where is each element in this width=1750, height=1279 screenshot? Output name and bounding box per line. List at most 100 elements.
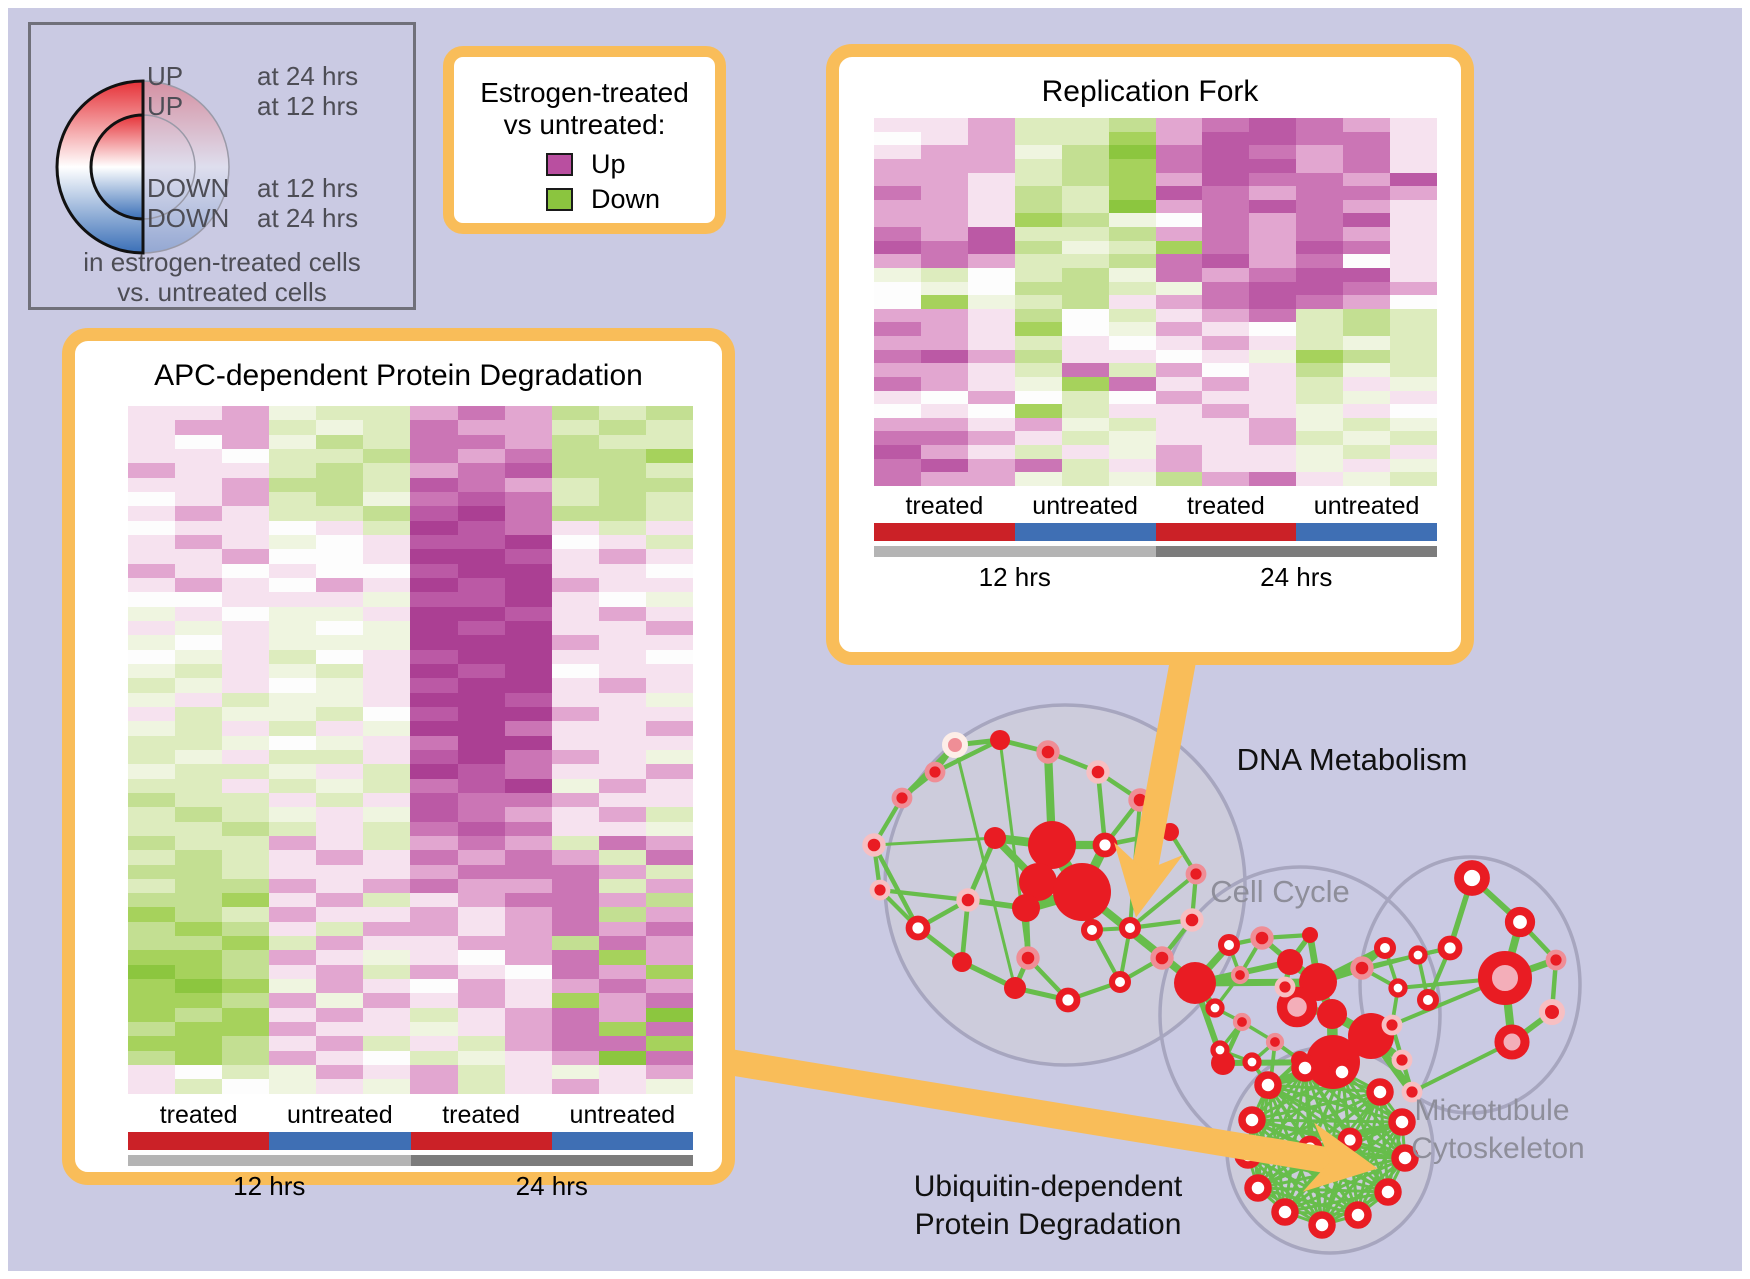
heatmap-cell [316, 1007, 364, 1023]
heatmap-cell [457, 721, 505, 736]
heatmap-cell [551, 635, 599, 650]
heatmap-cell [1296, 458, 1344, 473]
heatmap-cell [316, 850, 364, 865]
heatmap-cell [504, 1050, 552, 1066]
rf-label-24hrs: 24 hrs [1260, 562, 1333, 592]
heatmap-cell [269, 749, 317, 765]
heatmap-cell [598, 764, 646, 779]
heatmap-cell [222, 1022, 270, 1037]
heatmap-cell [222, 477, 270, 492]
heatmap-cell [1390, 376, 1438, 391]
heatmap-cell [967, 336, 1015, 350]
heatmap-cell [457, 1007, 505, 1023]
heatmap-cell [504, 463, 552, 478]
heatmap-cell [1061, 417, 1109, 432]
heatmap-cell [222, 1007, 270, 1023]
heatmap-cell [410, 807, 458, 822]
heatmap-cell [598, 907, 646, 922]
heatmap-row [128, 520, 693, 535]
heatmap-cell [1296, 227, 1344, 241]
heatmap-cell [1155, 376, 1203, 391]
gene-node [1028, 821, 1076, 869]
heatmap-cell [269, 606, 317, 621]
heatmap-cell [457, 807, 505, 822]
heatmap-cell [504, 964, 552, 980]
heatmap-cell [410, 936, 458, 951]
heatmap-cell [967, 145, 1015, 159]
heatmap-cell [504, 1036, 552, 1051]
rf-group-treated-12: treated [905, 492, 984, 520]
heatmap-cell [1249, 186, 1297, 200]
heatmap-cell [316, 463, 364, 478]
heatmap-cell [410, 563, 458, 578]
heatmap-cell [175, 936, 223, 951]
rf-bar-24hrs [1155, 546, 1437, 557]
heatmap-cell [645, 606, 693, 621]
heatmap-cell [269, 1079, 317, 1094]
heatmap-cell [1155, 172, 1203, 187]
heatmap-cell [316, 807, 364, 822]
heatmap-cell [410, 950, 458, 965]
heatmap-cell [1296, 417, 1344, 432]
heatmap-cell [175, 878, 223, 894]
heatmap-cell [1296, 295, 1344, 309]
heatmap-cell [645, 678, 693, 693]
heatmap-cell [598, 1022, 646, 1037]
heatmap-cell [316, 534, 364, 550]
heatmap-cell [551, 807, 599, 822]
heatmap-cell [598, 878, 646, 894]
heatmap-cell [222, 950, 270, 965]
heatmap-cell [363, 463, 411, 478]
ring-row-up24-time: at 24 hrs [257, 61, 359, 91]
heatmap-row [128, 678, 693, 693]
rf-bar-12hrs [874, 546, 1156, 557]
heatmap-cell [967, 158, 1015, 173]
heatmap-cell [363, 893, 411, 908]
heatmap-row [128, 835, 693, 851]
heatmap-cell [410, 577, 458, 593]
heatmap-cell [363, 420, 411, 435]
heatmap-row [874, 186, 1438, 200]
heatmap-cell [222, 606, 270, 621]
heatmap-cell [598, 620, 646, 636]
gene-node [1504, 906, 1536, 938]
heatmap-cell [457, 1079, 505, 1094]
heatmap-cell [551, 577, 599, 593]
heatmap-cell [920, 445, 968, 459]
heatmap-cell [457, 993, 505, 1008]
estrogen-legend-box: Estrogen-treated vs untreated: Up Down [443, 46, 726, 234]
heatmap-cell [410, 921, 458, 937]
heatmap-cell [1061, 267, 1109, 282]
heatmap-cell [269, 563, 317, 578]
heatmap-cell [175, 649, 223, 664]
heatmap-cell [920, 213, 968, 227]
heatmap-cell [316, 921, 364, 937]
heatmap-cell [1390, 404, 1438, 418]
heatmap-cell [269, 506, 317, 521]
heatmap-cell [269, 893, 317, 908]
heatmap-cell [457, 921, 505, 937]
heatmap-cell [363, 1022, 411, 1037]
heatmap-cell [175, 706, 223, 722]
network-edge [872, 843, 920, 930]
heatmap-cell [1014, 376, 1062, 391]
heatmap-cell [1014, 322, 1062, 336]
heatmap-cell [1249, 376, 1297, 391]
gene-node [1254, 1071, 1282, 1099]
heatmap-cell [598, 448, 646, 464]
heatmap-row [128, 577, 693, 593]
heatmap-cell [410, 663, 458, 679]
heatmap-cell [598, 491, 646, 507]
heatmap-cell [222, 1036, 270, 1051]
apc-group-treated-12: treated [159, 1101, 238, 1129]
heatmap-cell [316, 878, 364, 894]
heatmap-row [874, 227, 1438, 241]
heatmap-cell [1343, 199, 1391, 214]
heatmap-cell [504, 649, 552, 664]
heatmap-cell [128, 821, 176, 836]
heatmap-cell [175, 692, 223, 707]
heatmap-cell [269, 735, 317, 750]
heatmap-cell [410, 764, 458, 779]
gene-node [1478, 951, 1532, 1005]
info-box-footer-1: in estrogen-treated cells [83, 247, 361, 277]
